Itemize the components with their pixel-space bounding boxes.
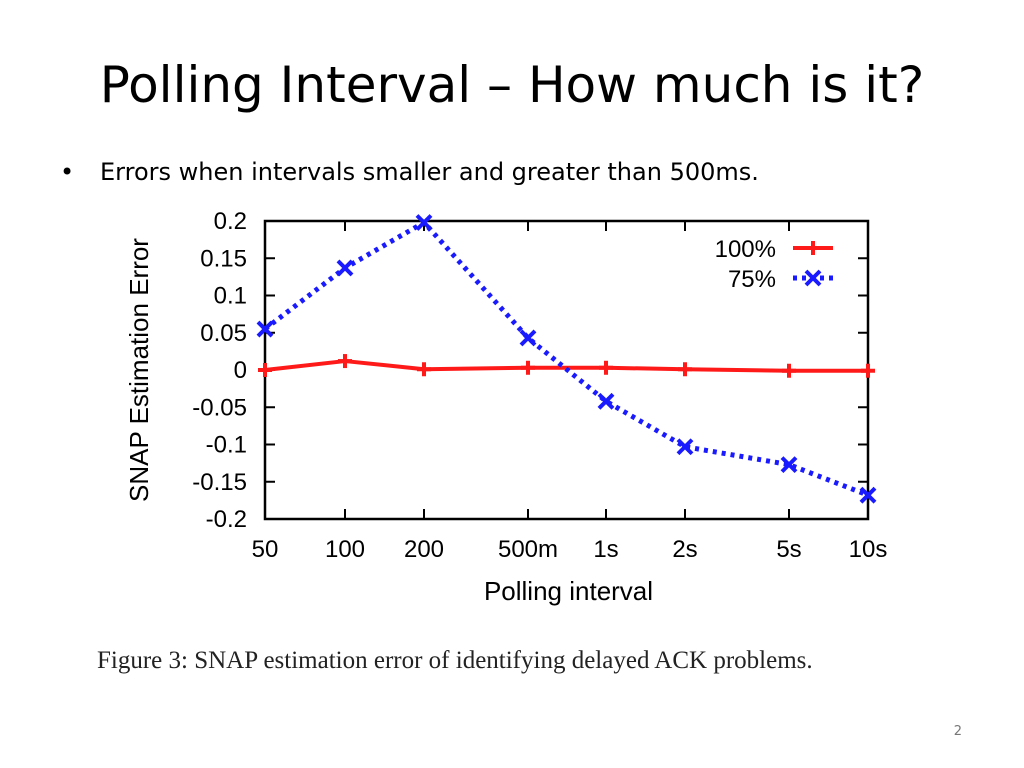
- data-point: [782, 363, 796, 378]
- data-point: [597, 392, 615, 410]
- x-tick-label: 500m: [498, 536, 558, 563]
- x-tick-label: 50: [252, 536, 279, 563]
- data-point: [256, 320, 274, 338]
- y-tick-label: 0: [234, 357, 247, 384]
- series-line-two: [263, 219, 869, 498]
- slide-title: Polling Interval – How much is it?: [99, 56, 925, 114]
- data-point: [676, 438, 694, 456]
- data-point: [599, 360, 613, 375]
- y-tick-label: -0.1: [206, 432, 247, 459]
- data-point: [415, 214, 433, 231]
- bullet-marker: •: [60, 158, 75, 186]
- x-axis-label: Polling interval: [484, 576, 653, 606]
- x-tick-label: 5s: [776, 536, 801, 563]
- y-tick-label: 0.15: [200, 245, 247, 272]
- x-tick-label: 200: [404, 536, 444, 563]
- legend-marker: [804, 269, 822, 287]
- data-point: [678, 362, 692, 377]
- bullet-text: Errors when intervals smaller and greate…: [100, 158, 759, 186]
- y-tick-label: 0.05: [200, 320, 247, 347]
- legend-label: 75%: [728, 266, 776, 293]
- y-tick-label: -0.2: [206, 506, 247, 533]
- y-axis-label: SNAP Estimation Error: [124, 238, 154, 502]
- data-point: [861, 363, 875, 378]
- data-point: [519, 329, 537, 347]
- y-tick-label: 0.1: [214, 283, 247, 310]
- bullet-point: • Errors when intervals smaller and great…: [60, 158, 759, 186]
- data-point: [338, 354, 352, 369]
- data-point: [521, 360, 535, 375]
- figure-caption: Figure 3: SNAP estimation error of ident…: [97, 647, 813, 674]
- legend-label: 100%: [715, 236, 776, 263]
- chart-axes: 0.2 0.15 0.1 0.05 0 -0.05 -0.1 -0.15 -0.250 100 20…: [124, 208, 887, 606]
- chart-series: [256, 214, 877, 504]
- data-point: [336, 259, 354, 277]
- x-tick-label: 10s: [849, 536, 888, 563]
- data-point: [859, 486, 877, 504]
- x-tick-label: 1s: [593, 536, 618, 563]
- chart-legend: 100% 75%: [715, 236, 833, 293]
- page-number: 2: [953, 724, 962, 739]
- data-point: [258, 363, 272, 377]
- y-tick-label: 0.2: [214, 208, 247, 235]
- x-tick-label: 2s: [672, 536, 697, 563]
- legend-marker: [806, 241, 820, 255]
- y-tick-label: -0.05: [192, 394, 247, 421]
- data-point: [780, 456, 798, 474]
- error-line-chart: 0.2 0.15 0.1 0.05 0 -0.05 -0.1 -0.15 -0.250 100 20…: [124, 208, 887, 606]
- x-tick-label: 100: [325, 536, 365, 563]
- y-tick-label: -0.15: [192, 469, 247, 496]
- data-point: [417, 362, 431, 377]
